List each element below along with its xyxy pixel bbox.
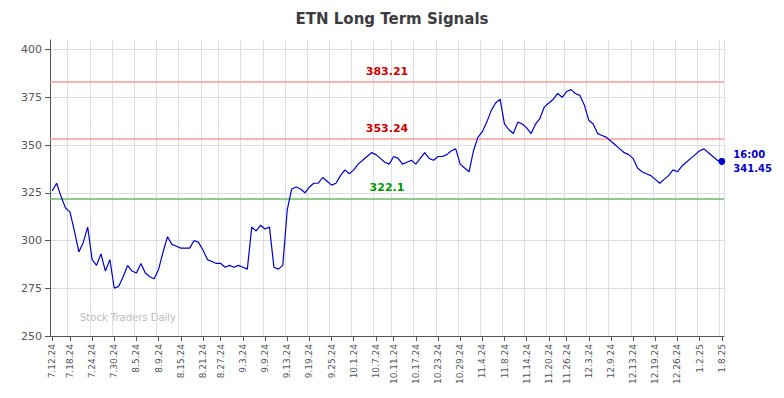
svg-text:10.11.24: 10.11.24 bbox=[389, 344, 399, 384]
svg-text:11.20.24: 11.20.24 bbox=[544, 344, 554, 384]
svg-text:10.7.24: 10.7.24 bbox=[371, 344, 381, 379]
svg-text:ETN Long Term Signals: ETN Long Term Signals bbox=[296, 10, 489, 28]
svg-text:275: 275 bbox=[21, 282, 42, 295]
svg-text:Stock Traders Daily: Stock Traders Daily bbox=[80, 312, 176, 323]
svg-text:12.3.24: 12.3.24 bbox=[584, 344, 594, 379]
svg-text:10.17.24: 10.17.24 bbox=[411, 344, 421, 384]
svg-text:1.2.25: 1.2.25 bbox=[695, 344, 705, 373]
svg-text:8.9.24: 8.9.24 bbox=[154, 344, 164, 373]
svg-text:7.18.24: 7.18.24 bbox=[65, 344, 75, 379]
svg-text:300: 300 bbox=[21, 234, 42, 247]
svg-text:8.21.24: 8.21.24 bbox=[198, 344, 208, 379]
svg-text:8.15.24: 8.15.24 bbox=[176, 344, 186, 379]
svg-text:9.3.24: 9.3.24 bbox=[238, 344, 248, 373]
svg-text:375: 375 bbox=[21, 91, 42, 104]
svg-text:12.26.24: 12.26.24 bbox=[672, 344, 682, 384]
svg-text:12.13.24: 12.13.24 bbox=[628, 344, 638, 384]
svg-text:11.8.24: 11.8.24 bbox=[500, 344, 510, 379]
svg-text:350: 350 bbox=[21, 139, 42, 152]
svg-text:7.12.24: 7.12.24 bbox=[47, 344, 57, 379]
svg-text:9.25.24: 9.25.24 bbox=[327, 344, 337, 379]
svg-text:383.21: 383.21 bbox=[366, 65, 408, 78]
svg-text:8.27.24: 8.27.24 bbox=[216, 344, 226, 379]
svg-text:11.4.24: 11.4.24 bbox=[477, 344, 487, 379]
svg-text:10.1.24: 10.1.24 bbox=[349, 344, 359, 379]
svg-text:400: 400 bbox=[21, 43, 42, 56]
svg-text:9.9.24: 9.9.24 bbox=[260, 344, 270, 373]
svg-text:9.13.24: 9.13.24 bbox=[282, 344, 292, 379]
svg-text:11.14.24: 11.14.24 bbox=[522, 344, 532, 384]
svg-text:7.24.24: 7.24.24 bbox=[87, 344, 97, 379]
svg-text:11.26.24: 11.26.24 bbox=[562, 344, 572, 384]
svg-text:1.8.25: 1.8.25 bbox=[717, 344, 727, 373]
svg-text:10.29.24: 10.29.24 bbox=[455, 344, 465, 384]
svg-text:9.19.24: 9.19.24 bbox=[304, 344, 314, 379]
svg-text:8.5.24: 8.5.24 bbox=[131, 344, 141, 373]
svg-text:353.24: 353.24 bbox=[366, 122, 409, 135]
svg-text:12.19.24: 12.19.24 bbox=[650, 344, 660, 384]
svg-text:341.45: 341.45 bbox=[733, 163, 772, 174]
svg-text:250: 250 bbox=[21, 330, 42, 343]
svg-text:322.1: 322.1 bbox=[370, 181, 405, 194]
svg-text:12.9.24: 12.9.24 bbox=[606, 344, 616, 379]
svg-text:325: 325 bbox=[21, 186, 42, 199]
svg-text:16:00: 16:00 bbox=[733, 149, 765, 160]
svg-text:7.30.24: 7.30.24 bbox=[109, 344, 119, 379]
svg-text:10.23.24: 10.23.24 bbox=[433, 344, 443, 384]
